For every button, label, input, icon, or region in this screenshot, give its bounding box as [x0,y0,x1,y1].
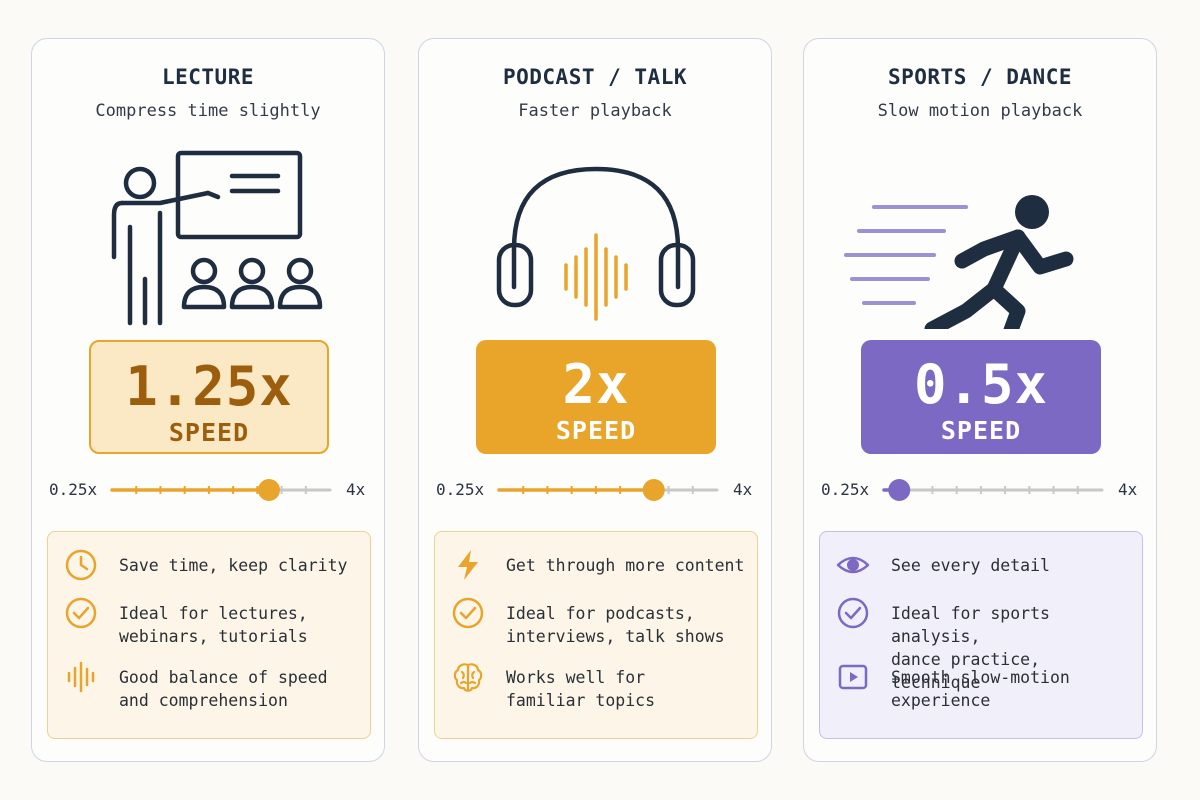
speed-label: SPEED [168,418,250,447]
clock-icon [65,549,97,581]
feature-list: Save time, keep clarity Ideal for lectur… [47,531,371,739]
speed-badge: 1.25x SPEED [89,340,329,454]
eye-icon [836,556,870,574]
card-title: SPORTS / DANCE [887,65,1072,89]
sound-wave-icon [67,661,95,693]
slider-knob[interactable] [888,479,911,501]
feature-text: Smooth slow-motion experience [891,668,1070,710]
feature-text: Works well for familiar topics [506,668,656,710]
feature-text: Ideal for podcasts, interviews, talk sho… [506,604,725,646]
speed-slider[interactable] [880,477,1106,503]
speed-value: 2x [562,353,630,416]
card-title: PODCAST / TALK [502,65,687,89]
card-subtitle: Slow motion playback [877,101,1083,121]
card-title: LECTURE [161,65,254,89]
headphones-icon [496,166,696,321]
speed-badge: 2x SPEED [476,340,716,454]
lecture-icon [111,150,323,326]
slider-max-label: 4x [733,480,753,499]
slider-max-label: 4x [346,480,366,499]
speed-value: 1.25x [125,355,293,418]
sports-card: SPORTS / DANCE Slow motion playback 0.5x… [803,38,1157,762]
check-circle-icon [837,597,869,629]
slider-knob[interactable] [642,479,665,501]
speed-slider[interactable] [108,477,334,503]
feature-list: Get through more content Ideal for podca… [434,531,758,739]
feature-text: Get through more content [506,556,745,575]
speed-value: 0.5x [913,353,1049,416]
feature-text: Ideal for sports analysis, dance practic… [891,604,1050,692]
feature-text: Good balance of speed and comprehension [119,668,328,710]
speed-label: SPEED [555,416,637,445]
check-circle-icon [65,597,97,629]
feature-text: See every detail [891,556,1050,575]
feature-text: Save time, keep clarity [119,556,348,575]
feature-list: See every detail Ideal for sports analys… [819,531,1143,739]
slider-knob[interactable] [257,479,280,501]
card-subtitle: Compress time slightly [95,101,321,121]
feature-text: Ideal for lectures, webinars, tutorials [119,604,308,646]
speed-label: SPEED [940,416,1022,445]
brain-icon [453,663,483,692]
slider-max-label: 4x [1118,480,1138,499]
lecture-card: LECTURE Compress time slightly 1.25x SPE… [31,38,385,762]
play-icon [838,664,868,690]
slider-min-label: 0.25x [436,480,485,499]
slider-min-label: 0.25x [821,480,870,499]
speed-badge: 0.5x SPEED [861,340,1101,454]
speed-slider[interactable] [495,477,721,503]
card-subtitle: Faster playback [518,101,672,121]
slider-min-label: 0.25x [49,480,98,499]
check-circle-icon [452,597,484,629]
podcast-card: PODCAST / TALK Faster playback 2x SPEED … [418,38,772,762]
runner-icon [844,195,1074,329]
lightning-icon [458,550,478,580]
